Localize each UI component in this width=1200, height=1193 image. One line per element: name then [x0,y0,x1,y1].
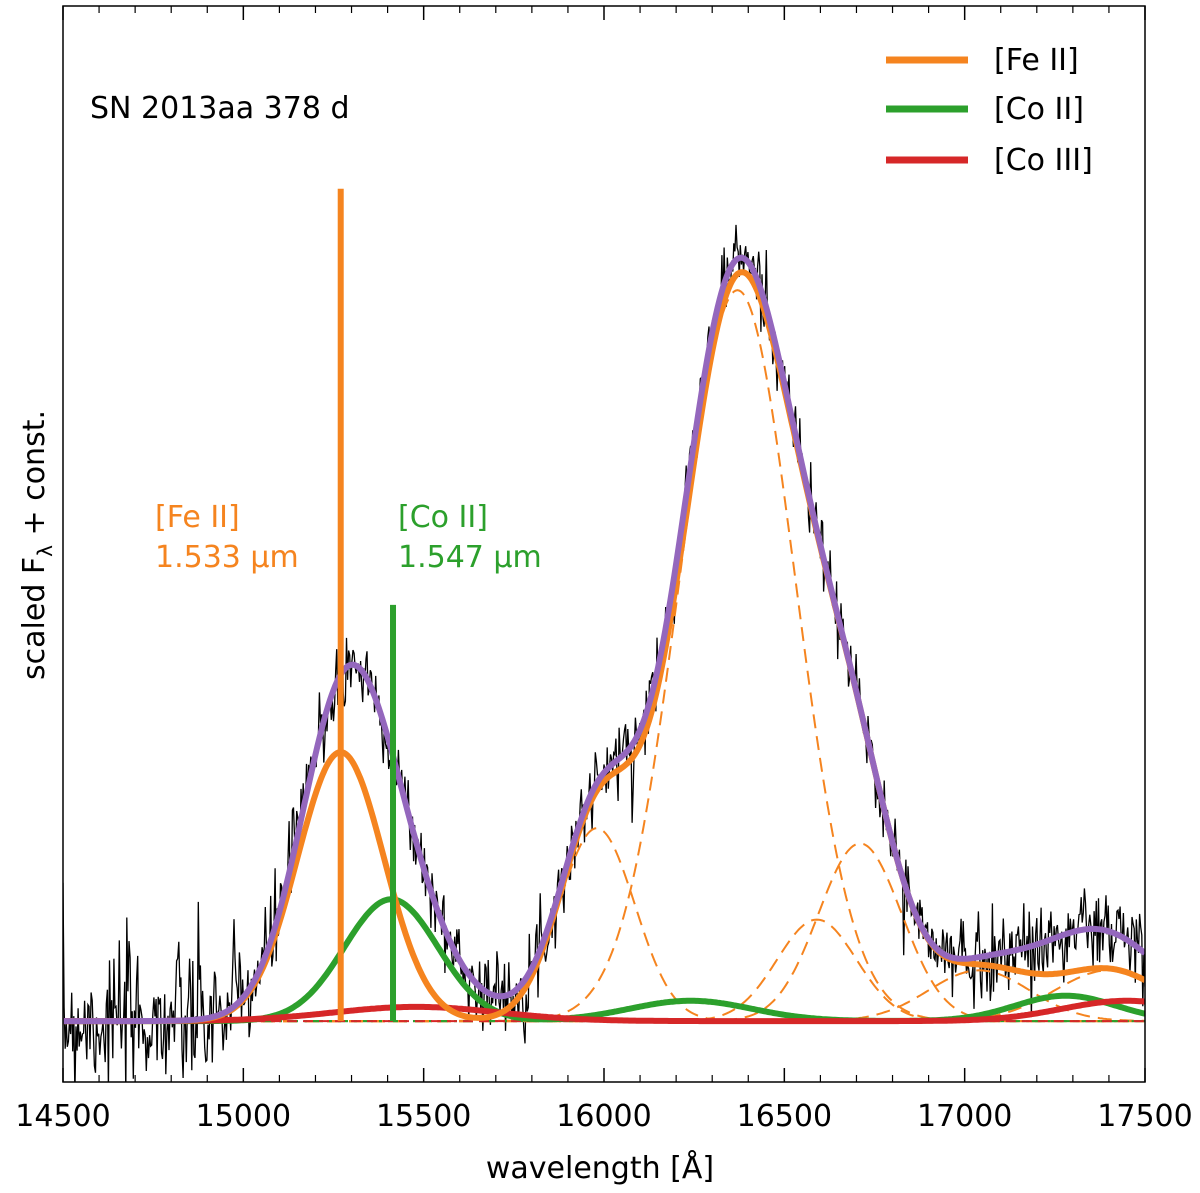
x-tick-label-14500: 14500 [15,1099,110,1134]
marker-label-co-ii-name: [Co II] [398,500,488,535]
marker-label-fe-ii: [Fe II] 1.533 μm [155,500,299,575]
object-title: SN 2013aa 378 d [90,91,350,126]
legend: [Fe II] [Co II] [Co III] [886,43,1093,178]
marker-label-co-ii-wavelength: 1.547 μm [398,540,542,575]
fe-ii-component-2 [63,827,1145,1023]
x-tick-label-15000: 15000 [196,1099,291,1134]
x-tick-label-17000: 17000 [917,1099,1012,1134]
legend-label-co-ii: [Co II] [994,92,1084,127]
fe-ii-component-5 [63,842,1145,1023]
x-tick-label-15500: 15500 [376,1099,471,1134]
fe-ii-component-1 [63,751,1145,1023]
y-axis-label: scaled Fλ + const. [17,410,57,680]
marker-label-fe-ii-name: [Fe II] [155,500,240,535]
x-tick-label-17500: 17500 [1097,1099,1192,1134]
fe-ii-component-3 [63,289,1145,1023]
y-axis-label-subscript: λ [33,545,57,557]
fe-ii-total-line [63,269,1145,1025]
marker-label-fe-ii-wavelength: 1.533 μm [155,540,299,575]
total-fit-line [63,254,1145,1025]
y-axis-label-rest: + const. [17,410,52,545]
ticks-layer: 14500 15000 15500 16000 16500 17000 17500 [15,6,1193,1134]
co-iii-total-line [63,997,1145,1025]
x-tick-label-16500: 16500 [737,1099,832,1134]
x-tick-label-16000: 16000 [556,1099,651,1134]
x-axis-label: wavelength [Å] [486,1150,714,1186]
legend-label-co-iii: [Co III] [994,143,1093,178]
plot-layer [63,188,1145,1082]
marker-label-co-ii: [Co II] 1.547 μm [398,500,542,575]
y-axis-label-main: scaled F [17,557,52,680]
legend-label-fe-ii: [Fe II] [994,43,1079,78]
